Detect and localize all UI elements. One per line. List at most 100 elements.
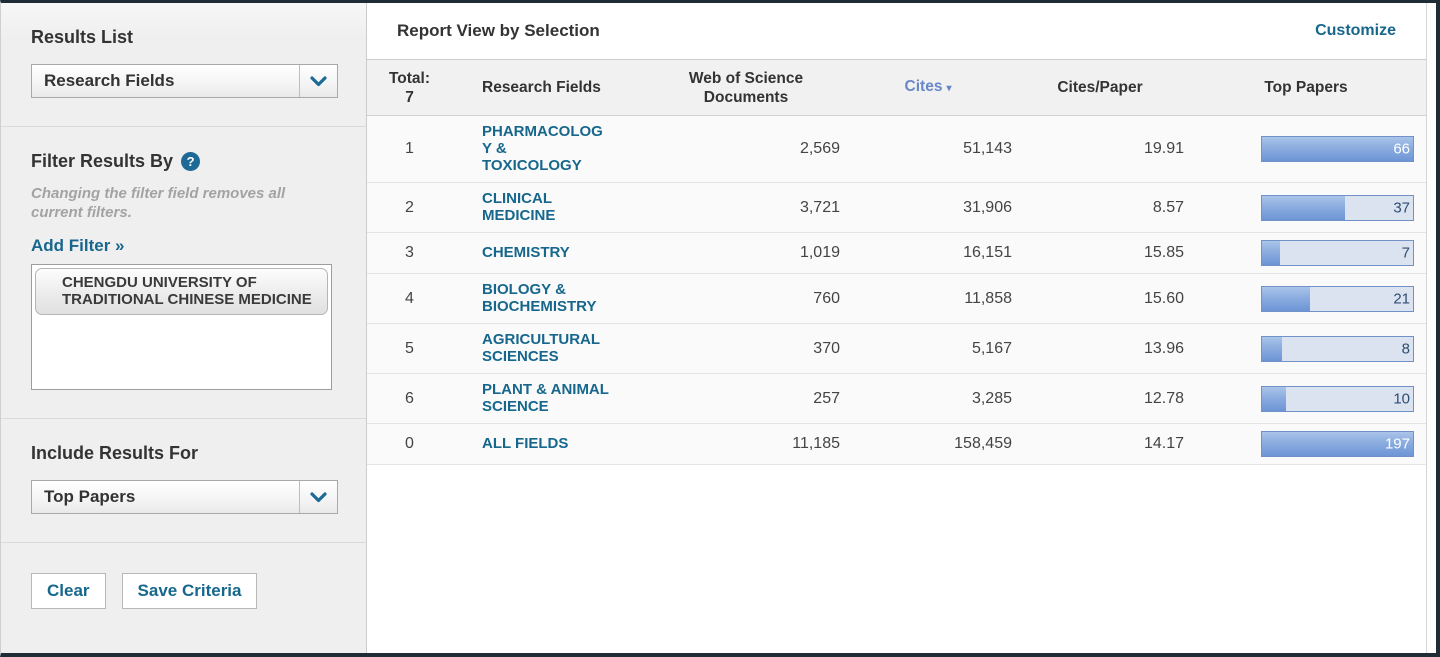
top-papers-bar: 7	[1261, 240, 1414, 266]
top-papers-bar: 66	[1261, 136, 1414, 162]
total-value: 7	[405, 88, 414, 106]
top-papers-value: 21	[1393, 290, 1410, 307]
chevron-down-icon	[299, 481, 337, 513]
research-field-link[interactable]: AGRICULTURAL SCIENCES	[482, 331, 600, 365]
top-papers-bar: 8	[1261, 335, 1414, 362]
top-papers-bar: 21	[1261, 285, 1414, 312]
column-header-top-papers[interactable]: Top Papers	[1264, 79, 1348, 96]
include-results-label: Include Results For	[31, 443, 199, 463]
filter-listbox[interactable]: CHENGDU UNIVERSITY OF TRADITIONAL CHINES…	[31, 264, 332, 390]
sidebar-actions: Clear Save Criteria	[1, 543, 366, 609]
top-papers-bar-fill	[1262, 195, 1346, 220]
field-cell: CHEMISTRY	[452, 244, 650, 262]
customize-link[interactable]: Customize	[1315, 22, 1396, 39]
table-row: 5 AGRICULTURAL SCIENCES 370 5,167 13.96 …	[367, 324, 1426, 374]
table-row: 0 ALL FIELDS 11,185 158,459 14.17 197	[367, 424, 1426, 465]
top-papers-bar: 37	[1261, 194, 1414, 221]
vertical-scrollbar[interactable]	[1426, 3, 1436, 653]
table-body: 1 PHARMACOLOGY & TOXICOLOGY 2,569 51,143…	[367, 116, 1426, 465]
add-filter-link[interactable]: Add Filter »	[31, 236, 125, 255]
top-papers-cell: 10	[1186, 385, 1426, 412]
field-cell: PLANT & ANIMAL SCIENCE	[452, 381, 650, 416]
results-list-label: Results List	[31, 27, 134, 47]
top-papers-cell: 66	[1186, 136, 1426, 162]
save-criteria-button[interactable]: Save Criteria	[121, 573, 258, 609]
docs-cell: 11,185	[792, 435, 840, 452]
docs-cell: 2,569	[799, 140, 840, 157]
research-field-link[interactable]: CHEMISTRY	[482, 244, 570, 261]
column-header-research-fields[interactable]: Research Fields	[482, 79, 601, 96]
results-list-dropdown[interactable]: Research Fields	[31, 64, 338, 98]
cites-per-paper-cell: 8.57	[1152, 198, 1184, 216]
research-field-link[interactable]: CLINICAL MEDICINE	[482, 190, 556, 224]
main-titlebar: Report View by Selection Customize	[367, 3, 1426, 60]
cites-cell: 5,167	[971, 339, 1012, 357]
rank-cell: 4	[405, 289, 414, 307]
table-row: 2 CLINICAL MEDICINE 3,721 31,906 8.57 37	[367, 183, 1426, 233]
field-cell: ALL FIELDS	[452, 435, 650, 453]
cites-per-paper-cell: 19.91	[1143, 140, 1184, 157]
filter-selected-item[interactable]: CHENGDU UNIVERSITY OF TRADITIONAL CHINES…	[35, 268, 328, 315]
table-header-row: Total: 7 Research Fields Web of Science …	[367, 60, 1426, 116]
column-header-cites[interactable]: Cites ▾	[904, 78, 952, 95]
cites-cell: 31,906	[963, 198, 1012, 216]
top-papers-cell: 7	[1186, 240, 1426, 266]
top-papers-bar-fill	[1262, 241, 1281, 265]
top-papers-cell: 8	[1186, 335, 1426, 362]
include-results-section: Include Results For Top Papers	[1, 419, 366, 543]
cites-per-paper-cell: 15.60	[1143, 289, 1184, 307]
cites-cell: 51,143	[963, 140, 1012, 157]
top-papers-value: 7	[1401, 244, 1410, 262]
column-header-cites-per-paper[interactable]: Cites/Paper	[1057, 79, 1143, 96]
top-papers-cell: 21	[1186, 285, 1426, 312]
rank-cell: 2	[405, 198, 414, 216]
results-list-selected: Research Fields	[44, 71, 175, 90]
docs-cell: 3,721	[799, 198, 840, 216]
column-header-total: Total: 7	[367, 63, 452, 113]
rank-cell: 6	[405, 389, 414, 407]
table-row: 1 PHARMACOLOGY & TOXICOLOGY 2,569 51,143…	[367, 116, 1426, 183]
column-header-wos-documents[interactable]: Web of Science Documents	[688, 69, 804, 106]
include-results-selected: Top Papers	[44, 487, 136, 506]
top-papers-bar: 197	[1261, 431, 1414, 457]
results-list-heading: Results List	[31, 27, 338, 48]
cites-cell: 16,151	[963, 244, 1012, 261]
help-icon[interactable]: ?	[181, 152, 201, 171]
sidebar: Results List Research Fields Filter Resu…	[1, 3, 367, 653]
rank-cell: 0	[405, 435, 414, 452]
top-papers-value: 37	[1393, 199, 1410, 216]
field-cell: PHARMACOLOGY & TOXICOLOGY	[452, 123, 650, 175]
cites-per-paper-cell: 13.96	[1143, 339, 1184, 357]
research-field-link[interactable]: PHARMACOLOGY & TOXICOLOGY	[482, 123, 603, 174]
top-papers-bar: 10	[1261, 385, 1414, 412]
sort-descending-icon: ▾	[946, 83, 952, 94]
top-papers-bar-fill	[1262, 386, 1287, 411]
top-papers-value: 10	[1393, 390, 1410, 407]
docs-cell: 257	[813, 389, 840, 407]
filter-note: Changing the filter field removes all cu…	[31, 185, 286, 221]
cites-per-paper-cell: 15.85	[1143, 244, 1184, 261]
results-list-section: Results List Research Fields	[1, 3, 366, 127]
main-panel: Report View by Selection Customize Total…	[367, 3, 1426, 653]
rank-cell: 3	[405, 244, 414, 261]
filter-heading: Filter Results By ?	[31, 151, 338, 172]
research-field-link[interactable]: PLANT & ANIMAL SCIENCE	[482, 381, 609, 415]
rank-cell: 5	[405, 339, 414, 357]
cites-cell: 3,285	[971, 389, 1012, 407]
docs-cell: 370	[813, 339, 840, 357]
top-papers-bar-fill	[1262, 286, 1311, 311]
table-row: 4 BIOLOGY & BIOCHEMISTRY 760 11,858 15.6…	[367, 274, 1426, 324]
clear-button[interactable]: Clear	[31, 573, 106, 609]
top-papers-cell: 197	[1186, 431, 1426, 457]
filter-section: Filter Results By ? Changing the filter …	[1, 127, 366, 419]
cites-cell: 11,858	[964, 289, 1012, 307]
top-papers-value: 197	[1384, 435, 1410, 453]
research-field-link[interactable]: BIOLOGY & BIOCHEMISTRY	[482, 281, 597, 315]
cites-per-paper-cell: 14.17	[1143, 435, 1184, 452]
top-papers-value: 66	[1393, 140, 1410, 158]
top-papers-bar-fill	[1262, 137, 1413, 161]
include-results-dropdown[interactable]: Top Papers	[31, 480, 338, 514]
cites-cell: 158,459	[954, 435, 1012, 452]
research-field-link[interactable]: ALL FIELDS	[482, 435, 569, 452]
